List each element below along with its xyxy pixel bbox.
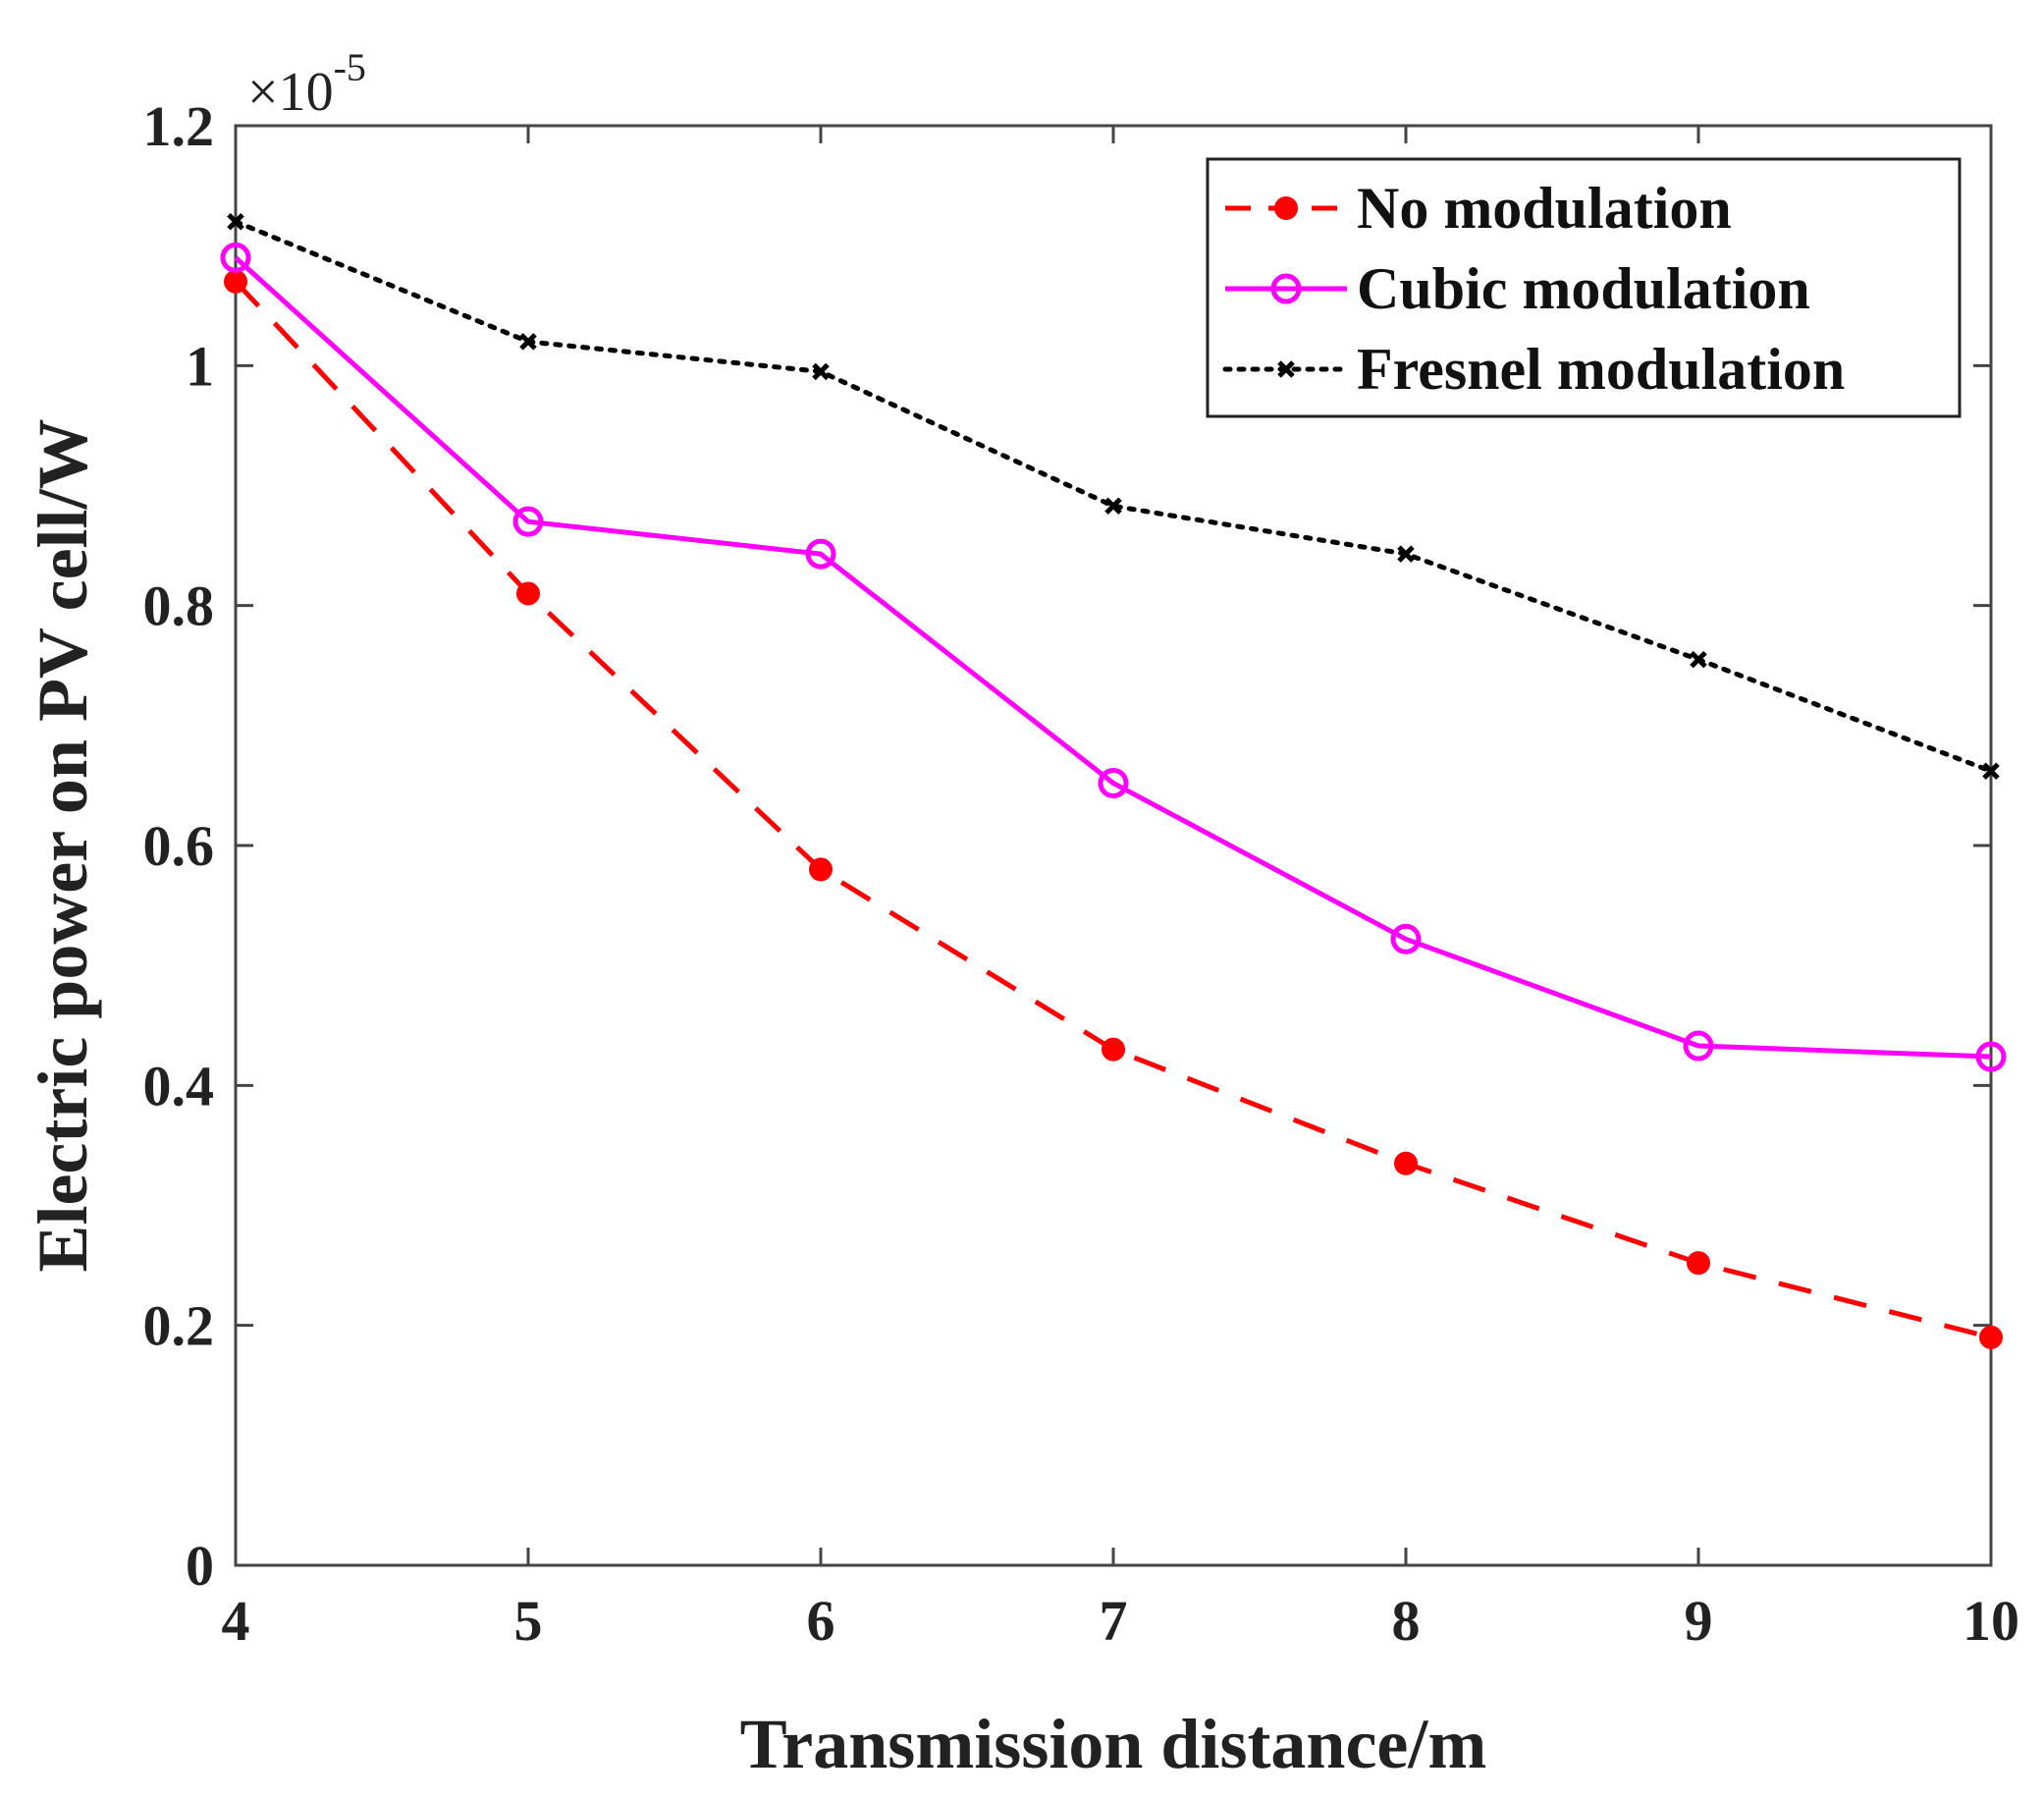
data-point xyxy=(1104,497,1122,516)
y-exponent: ×10-5 xyxy=(247,45,366,123)
y-exponent-base: ×10 xyxy=(247,62,334,123)
y-tick-label: 1 xyxy=(186,334,214,398)
data-point xyxy=(1683,1030,1714,1062)
x-axis: 4 5 6 7 8 9 10 xyxy=(222,126,2019,1653)
series-cubic-modulation xyxy=(220,242,2007,1072)
data-point xyxy=(1397,545,1415,563)
data-point xyxy=(220,242,251,273)
y-tick-label: 1.2 xyxy=(143,94,215,158)
data-point xyxy=(1098,767,1129,798)
x-tick-label: 9 xyxy=(1685,1589,1713,1653)
data-point xyxy=(1979,1325,2003,1349)
legend-label: No modulation xyxy=(1357,176,1732,241)
series-line xyxy=(234,255,1992,1060)
data-point xyxy=(812,362,830,381)
x-tick-label: 7 xyxy=(1100,1589,1128,1653)
series-no-modulation xyxy=(224,269,2003,1349)
y-exponent-power: -5 xyxy=(334,45,366,89)
data-point xyxy=(1390,923,1422,954)
data-point xyxy=(809,857,833,882)
x-tick-label: 6 xyxy=(807,1589,835,1653)
data-point xyxy=(1982,762,2000,781)
x-axis-label: Transmission distance/m xyxy=(740,1705,1487,1783)
series-fresnel-modulation xyxy=(227,212,2000,781)
legend: No modulation Cubic modulation Fresnel mod… xyxy=(1206,157,1962,418)
y-axis-label: Electric power on PV cell/W xyxy=(24,418,102,1272)
y-tick-label: 0.6 xyxy=(143,814,215,878)
data-point xyxy=(1975,1041,2007,1072)
x-tick-label: 10 xyxy=(1963,1589,2019,1653)
legend-marker xyxy=(1277,360,1295,378)
y-tick-label: 0 xyxy=(186,1534,214,1598)
y-tick-label: 0.8 xyxy=(143,574,215,638)
x-tick-label: 4 xyxy=(222,1589,250,1653)
legend-label: Cubic modulation xyxy=(1357,256,1810,321)
y-tick-label: 0.2 xyxy=(143,1294,215,1358)
data-point xyxy=(519,333,537,351)
data-point xyxy=(1394,1151,1418,1175)
data-point xyxy=(227,212,244,231)
x-tick-label: 8 xyxy=(1392,1589,1421,1653)
legend-entry: Fresnel modulation xyxy=(1222,337,1845,402)
legend-entry: No modulation xyxy=(1225,176,1732,241)
data-point xyxy=(516,581,540,606)
legend-label: Fresnel modulation xyxy=(1357,337,1845,402)
y-tick-label: 0.4 xyxy=(143,1054,215,1118)
data-point xyxy=(224,269,247,294)
x-tick-label: 5 xyxy=(514,1589,543,1653)
data-point xyxy=(1690,650,1707,669)
legend-entry: Cubic modulation xyxy=(1225,256,1810,321)
series-layer xyxy=(220,212,2007,1349)
y-axis: 0 0.2 0.4 0.6 0.8 1 1.2 xyxy=(143,94,1991,1598)
data-point xyxy=(512,506,544,537)
data-point xyxy=(805,538,836,570)
legend-marker xyxy=(1274,196,1298,220)
legend-marker xyxy=(1270,273,1302,304)
data-point xyxy=(1102,1037,1125,1062)
data-point xyxy=(1687,1251,1710,1276)
